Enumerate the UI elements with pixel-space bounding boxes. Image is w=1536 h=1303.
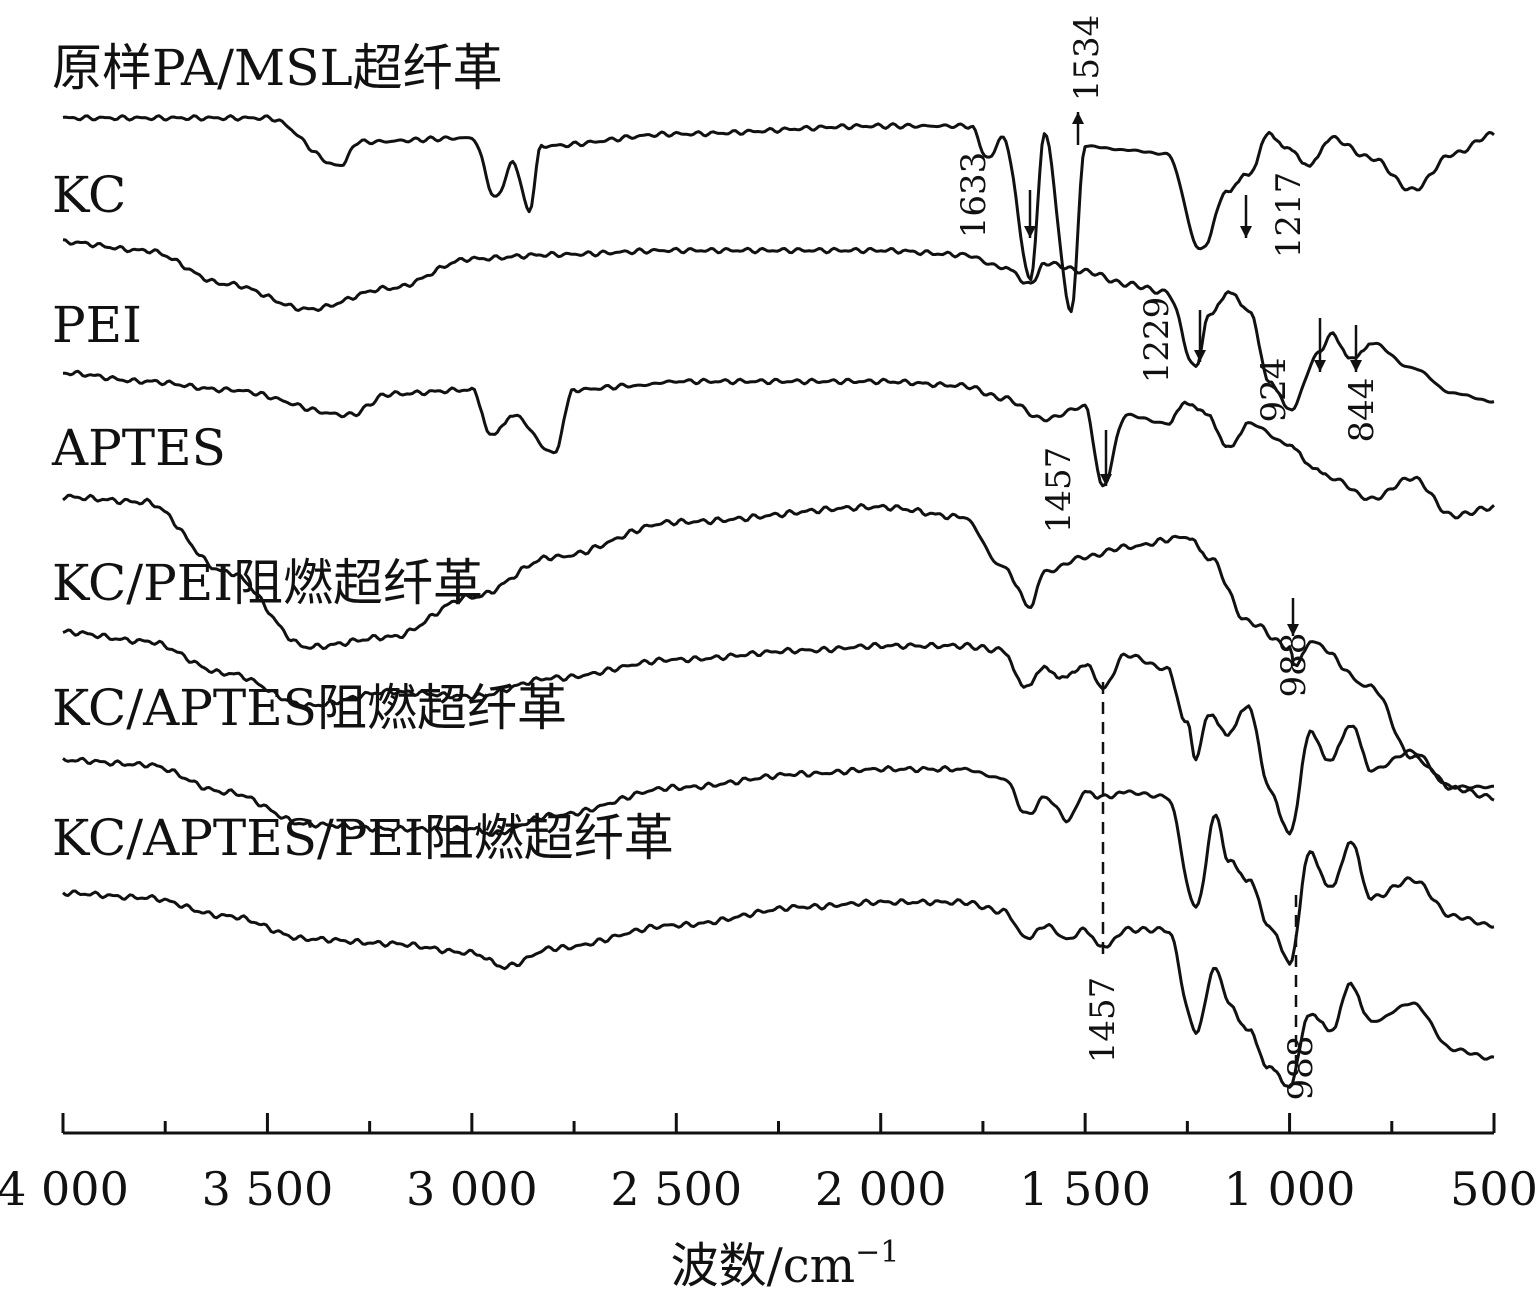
series-line-aptes (62, 493, 1494, 790)
series-name: KC/APTES/PEI阻燃超纤革 (52, 809, 674, 867)
series-name: 原样PA/MSL超纤革 (52, 39, 503, 97)
x-tick-label: 2 500 (610, 1162, 742, 1216)
peak-label: 1457 (1083, 977, 1123, 1064)
x-tick-label: 2 000 (815, 1162, 947, 1216)
x-axis-label-main: 波数/cm (671, 1238, 856, 1294)
series-layer (62, 114, 1495, 1089)
peak-annotations: 1534 1633 1217 1229 924 844 1457 988 1457 988 (954, 15, 1382, 1101)
x-tick-label: 1 500 (1019, 1162, 1151, 1216)
x-tick-label: 500 (1450, 1162, 1536, 1216)
series-name: KC (52, 166, 126, 224)
peak-label: 1534 (1067, 15, 1107, 102)
peak-label: 988 (1281, 1036, 1321, 1101)
peak-arrowhead (1240, 226, 1252, 238)
peak-arrowhead (1072, 112, 1084, 124)
x-tick-label: 3 500 (202, 1162, 334, 1216)
x-axis: 4 000 3 500 3 000 2 500 2 000 1 500 1 000 500 (0, 1113, 1536, 1216)
x-axis-label: 波数/cm−1 (671, 1235, 900, 1294)
x-tick-label: 4 000 (0, 1162, 129, 1216)
series-line-pei (62, 369, 1495, 520)
series-line-kc (62, 238, 1495, 412)
series-names: 原样PA/MSL超纤革 KC PEI APTES KC/PEI阻燃超纤革 KC/APTES… (51, 39, 674, 867)
series-name: KC/PEI阻燃超纤革 (52, 554, 483, 612)
series-line-kc-pei (62, 628, 1495, 836)
peak-label: 988 (1274, 633, 1314, 698)
peak-arrowhead (1287, 624, 1299, 636)
peak-label: 924 (1254, 358, 1294, 423)
peak-label: 1217 (1269, 172, 1309, 259)
peak-arrowhead (1024, 226, 1036, 238)
peak-arrowhead (1350, 360, 1362, 372)
x-axis-label-sup: −1 (855, 1235, 899, 1270)
series-name: APTES (51, 419, 226, 477)
series-name: KC/APTES阻燃超纤革 (52, 679, 567, 737)
x-tick-label: 1 000 (1224, 1162, 1356, 1216)
series-line-kc-aptes (62, 756, 1495, 966)
peak-label: 1633 (954, 152, 994, 239)
series-line-pa-msl (62, 114, 1495, 314)
series-line-kc-aptes-pei (62, 889, 1495, 1089)
peak-arrowhead (1100, 474, 1112, 486)
peak-label: 844 (1342, 378, 1382, 443)
x-tick-label: 3 000 (406, 1162, 538, 1216)
peak-label: 1229 (1137, 297, 1177, 384)
series-name: PEI (52, 296, 142, 354)
peak-label: 1457 (1039, 447, 1079, 534)
peak-arrowhead (1314, 360, 1326, 372)
peak-arrowhead (1194, 350, 1206, 362)
